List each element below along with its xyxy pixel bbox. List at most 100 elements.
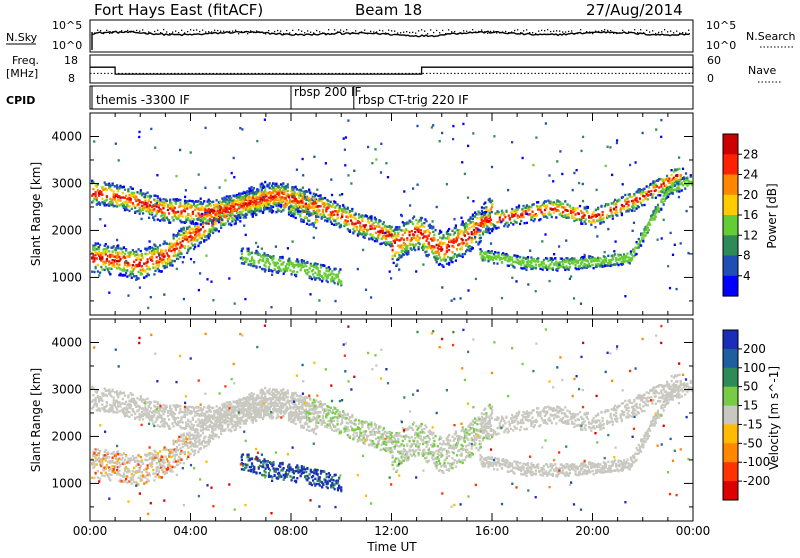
power-cell (202, 221, 204, 223)
power-cell (331, 223, 333, 225)
noise-search-point (118, 32, 119, 33)
power-cell (117, 247, 119, 249)
power-cell (421, 217, 423, 219)
power-cell (482, 222, 484, 224)
power-cell (453, 238, 455, 240)
power-cell (582, 212, 584, 214)
power-cell (522, 216, 524, 218)
power-cell (491, 252, 493, 254)
power-cell (203, 240, 205, 242)
power-cell (333, 214, 335, 216)
noise-search-point (268, 30, 269, 31)
power-cell (671, 169, 673, 171)
power-cell (564, 269, 566, 271)
noise-search-point (388, 30, 389, 31)
power-cell (385, 238, 387, 240)
power-cell (297, 212, 299, 214)
power-cell (122, 196, 124, 198)
power-cell (558, 210, 560, 212)
power-cell (369, 233, 371, 235)
noise-search-point (403, 32, 404, 33)
power-cell (412, 223, 414, 225)
power-cell (236, 212, 238, 214)
power-cell (219, 186, 221, 188)
power-cell (672, 254, 674, 256)
power-cell (255, 213, 257, 215)
power-cell (184, 205, 186, 207)
power-cell (204, 187, 206, 189)
power-cell (104, 225, 106, 227)
power-cell (648, 186, 650, 188)
power-cell (304, 196, 306, 198)
power-cell (539, 205, 541, 207)
power-cell (329, 268, 331, 270)
power-cell (308, 271, 310, 273)
power-cell (134, 254, 136, 256)
power-cell (294, 213, 296, 215)
power-cell (562, 211, 564, 213)
power-cell (235, 208, 237, 210)
power-cell (282, 209, 284, 211)
power-cell (353, 225, 355, 227)
power-cell (425, 240, 427, 242)
power-cell (264, 270, 266, 272)
power-cell (182, 240, 184, 242)
noise-sky-line (92, 31, 690, 50)
noise-search-point (436, 30, 437, 31)
power-cell (112, 201, 114, 203)
power-cell (175, 175, 177, 177)
noise-search-point (160, 32, 161, 33)
power-cell (199, 233, 201, 235)
power-cell (530, 262, 532, 264)
power-cell (219, 211, 221, 213)
noise-search-point (355, 30, 356, 31)
noise-search-point (481, 29, 482, 30)
power-cell (116, 239, 118, 241)
noise-left-tick-bottom: 10^0 (52, 39, 82, 52)
power-cell (405, 228, 407, 230)
power-cell (144, 196, 146, 198)
noise-search-point (445, 33, 446, 34)
power-cell (127, 294, 129, 296)
power-cell (638, 206, 640, 208)
power-cell (364, 237, 366, 239)
power-cell (278, 186, 280, 188)
noise-search-point (556, 30, 557, 31)
power-cell (463, 242, 465, 244)
power-cell (306, 191, 308, 193)
power-cell (391, 226, 393, 228)
power-cell (185, 215, 187, 217)
power-cell (200, 241, 202, 243)
power-cell (287, 193, 289, 195)
power-cell (558, 263, 560, 265)
power-cell (584, 214, 586, 216)
power-cell (170, 262, 172, 264)
power-cell (324, 219, 326, 221)
power-cell (453, 298, 455, 300)
power-cell (248, 193, 250, 195)
power-cell (607, 203, 609, 205)
power-cell (448, 228, 450, 230)
power-cell (156, 174, 158, 176)
power-cell (378, 226, 380, 228)
power-cell (580, 150, 582, 152)
power-cell (369, 228, 371, 230)
power-cell (491, 206, 493, 208)
power-cell (301, 201, 303, 203)
power-cell (489, 214, 491, 216)
power-cell (648, 191, 650, 193)
noise-search-point (391, 30, 392, 31)
power-cell (480, 240, 482, 242)
power-cell (150, 201, 152, 203)
velocity-cell (96, 463, 98, 465)
power-cell (428, 235, 430, 237)
power-cell (355, 213, 357, 215)
power-cell (139, 213, 141, 215)
power-cell (140, 269, 142, 271)
power-cell (654, 218, 656, 220)
power-cell (112, 184, 114, 186)
power-cell (169, 259, 171, 261)
power-cell (521, 213, 523, 215)
power-cell (462, 239, 464, 241)
power-cell (288, 196, 290, 198)
